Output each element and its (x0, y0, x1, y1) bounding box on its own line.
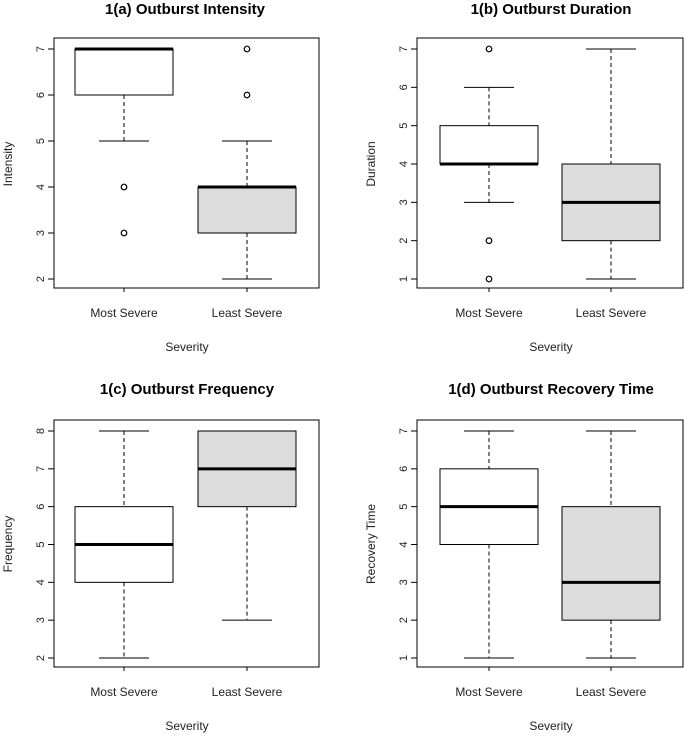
y-tick-label: 3 (398, 199, 410, 205)
y-tick-label: 4 (35, 579, 47, 585)
y-tick-label: 7 (398, 46, 410, 52)
plot-frame (53, 37, 320, 289)
y-tick-label: 6 (35, 92, 47, 98)
box-most-severe (74, 430, 174, 659)
y-tick-label: 6 (398, 84, 410, 90)
box-most-severe (74, 47, 174, 237)
y-tick-label: 2 (398, 238, 410, 244)
y-axis-label: Intensity (1, 142, 15, 187)
outlier-point (243, 45, 251, 53)
y-tick-label: 2 (398, 617, 410, 623)
y-axis-label: Duration (364, 141, 378, 186)
x-axis-label: Severity (165, 340, 208, 354)
y-tick-label: 7 (35, 46, 47, 52)
chart-title: 1(b) Outburst Duration (471, 1, 632, 18)
box-most-severe (439, 45, 539, 283)
x-axis-label: Severity (529, 719, 572, 733)
outlier-point (243, 91, 251, 99)
plot-frame (416, 419, 684, 668)
y-tick-label: 1 (398, 655, 410, 661)
outlier-point (485, 45, 493, 53)
box-iqr (197, 186, 297, 234)
y-tick-label: 2 (35, 655, 47, 661)
y-tick-label: 7 (35, 466, 47, 472)
x-axis-label: Severity (165, 719, 208, 733)
y-tick-label: 4 (35, 184, 47, 190)
plot-frame (416, 37, 684, 289)
panel-outburst-frequency: 1(c) Outburst Frequency Severity Frequen… (1, 381, 320, 733)
box-iqr (439, 125, 539, 165)
x-tick-label: Least Severe (212, 685, 283, 699)
y-tick-label: 3 (398, 579, 410, 585)
x-tick-label: Least Severe (212, 306, 283, 320)
x-tick-label: Most Severe (455, 306, 523, 320)
y-tick-label: 7 (398, 428, 410, 434)
box-iqr (74, 48, 174, 96)
x-tick-label: Most Severe (455, 685, 523, 699)
outlier-point (120, 229, 128, 237)
y-tick-label: 4 (398, 161, 410, 167)
y-tick-label: 6 (35, 504, 47, 510)
y-tick-label: 2 (35, 276, 47, 282)
y-tick-label: 6 (398, 466, 410, 472)
x-tick-label: Least Severe (576, 306, 647, 320)
y-tick-label: 3 (35, 230, 47, 236)
x-tick-label: Least Severe (576, 685, 647, 699)
outlier-point (485, 275, 493, 283)
box-least-severe (561, 430, 661, 659)
box-most-severe (439, 430, 539, 659)
y-tick-label: 5 (35, 138, 47, 144)
y-tick-label: 5 (398, 504, 410, 510)
y-axis-label: Frequency (1, 516, 15, 573)
x-tick-label: Most Severe (90, 306, 158, 320)
y-tick-label: 5 (398, 123, 410, 129)
box-least-severe (561, 48, 661, 280)
chart-title: 1(d) Outburst Recovery Time (448, 381, 654, 398)
y-tick-label: 5 (35, 541, 47, 547)
panel-outburst-recovery-time: 1(d) Outburst Recovery Time Severity Rec… (364, 381, 684, 733)
x-tick-label: Most Severe (90, 685, 158, 699)
plot-frame (53, 419, 320, 668)
outlier-point (485, 237, 493, 245)
chart-title: 1(a) Outburst Intensity (105, 1, 266, 18)
y-tick-label: 4 (398, 541, 410, 547)
y-tick-label: 8 (35, 428, 47, 434)
x-axis-label: Severity (529, 340, 572, 354)
y-axis-label: Recovery Time (364, 504, 378, 584)
y-tick-label: 3 (35, 617, 47, 623)
box-least-severe (197, 430, 297, 621)
panel-outburst-duration: 1(b) Outburst Duration Severity Duration… (364, 1, 684, 354)
outlier-point (120, 183, 128, 191)
box-least-severe (197, 45, 297, 280)
y-tick-label: 1 (398, 276, 410, 282)
panel-outburst-intensity: 1(a) Outburst Intensity Severity Intensi… (1, 1, 320, 354)
box-iqr (561, 506, 661, 621)
chart-title: 1(c) Outburst Frequency (100, 381, 275, 398)
